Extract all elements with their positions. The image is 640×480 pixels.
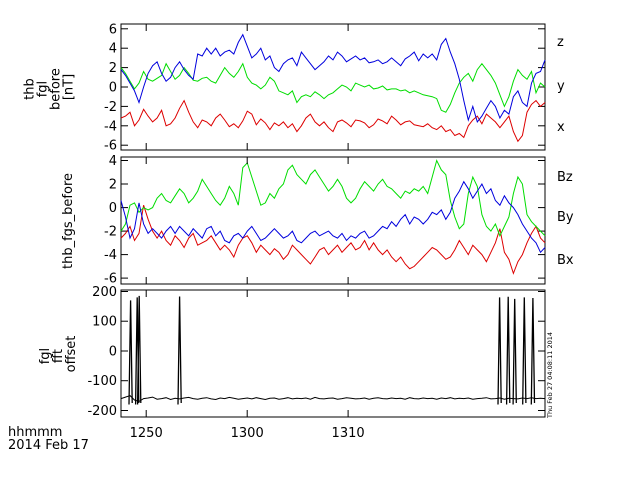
y-tick-label: 2 <box>109 178 117 193</box>
x-axis: 1250 1300 1310 <box>130 24 365 441</box>
legend-bz: Bz <box>557 170 573 185</box>
series-z-line <box>120 99 546 143</box>
y-tick-label: 4 <box>109 154 117 169</box>
bottom-panel: -200 -100 0 100 200 fgl fft offset <box>38 285 546 419</box>
offset-spike <box>136 295 142 405</box>
series-by-line <box>120 159 546 238</box>
footer-name: hhmmm <box>8 425 62 440</box>
y-tick-label: -4 <box>104 248 117 263</box>
bottom-panel-yticks: -200 -100 0 100 200 <box>87 285 545 419</box>
offset-spike <box>530 297 536 405</box>
bottom-panel-series <box>120 295 546 405</box>
ylabel-line: [nT] <box>62 74 77 100</box>
x-tick-label: 1250 <box>130 426 163 441</box>
y-tick-label: 0 <box>109 201 117 216</box>
legend-y: y <box>557 79 565 94</box>
y-tick-label: -6 <box>104 272 117 287</box>
series-x-line <box>120 33 546 123</box>
y-tick-label: -6 <box>104 139 117 154</box>
ylabel-line: offset <box>64 336 79 373</box>
ylabel-line: thb <box>23 78 38 100</box>
x-tick-label: 1310 <box>332 426 365 441</box>
y-tick-label: 6 <box>109 22 117 37</box>
middle-panel-frame <box>120 156 546 285</box>
offset-spike <box>505 296 511 405</box>
legend-by: By <box>557 210 574 225</box>
middle-panel-ylabel: thb_fgs_before <box>61 173 76 269</box>
footer-date: 2014 Feb 17 <box>8 438 89 453</box>
bottom-panel-frame <box>120 289 546 418</box>
offset-spike <box>497 297 502 405</box>
series-bx-line <box>120 180 546 254</box>
y-tick-label: 2 <box>109 61 117 76</box>
y-tick-label: -4 <box>104 119 117 134</box>
series-offset-line <box>120 395 546 403</box>
ylabel-line: fgl <box>36 81 51 97</box>
y-tick-label: 0 <box>109 345 117 360</box>
top-panel-yticks: -6 -4 -2 0 2 4 6 <box>104 22 545 154</box>
offset-spike <box>177 296 182 405</box>
top-panel-series <box>120 33 546 143</box>
y-tick-label: -200 <box>87 404 117 419</box>
ylabel-line: fgl <box>38 348 53 364</box>
middle-panel: -6 -4 -2 0 2 4 thb_fgs_before Bz By Bx <box>61 154 574 287</box>
legend-z: z <box>557 35 564 50</box>
middle-panel-yticks: -6 -4 -2 0 2 4 <box>104 154 545 287</box>
ylabel-line: thb_fgs_before <box>61 173 76 269</box>
legend-x: x <box>557 120 565 135</box>
timestamp-label: Thu Feb 27 04:08:11 2014 <box>546 332 554 419</box>
ylabel-line: before <box>49 68 64 110</box>
offset-spike <box>128 300 133 405</box>
y-tick-label: -100 <box>87 374 117 389</box>
series-bz-line <box>120 205 546 275</box>
ylabel-line: fft <box>51 349 66 363</box>
top-panel-ylabel: thb fgl before [nT] <box>23 64 77 110</box>
y-tick-label: -2 <box>104 225 117 240</box>
middle-panel-series <box>120 159 546 275</box>
offset-spike <box>512 298 517 405</box>
y-tick-label: 200 <box>92 285 117 300</box>
y-tick-label: 100 <box>92 315 117 330</box>
x-tick-label: 1300 <box>231 426 264 441</box>
y-tick-label: 4 <box>109 42 117 57</box>
legend-bx: Bx <box>557 253 574 268</box>
offset-spike <box>522 297 527 405</box>
bottom-panel-ylabel: fgl fft offset <box>38 336 79 373</box>
y-tick-label: -2 <box>104 100 117 115</box>
top-panel: -6 -4 -2 0 2 4 6 thb fgl before [nT] z y x <box>23 22 566 153</box>
y-tick-label: 0 <box>109 81 117 96</box>
